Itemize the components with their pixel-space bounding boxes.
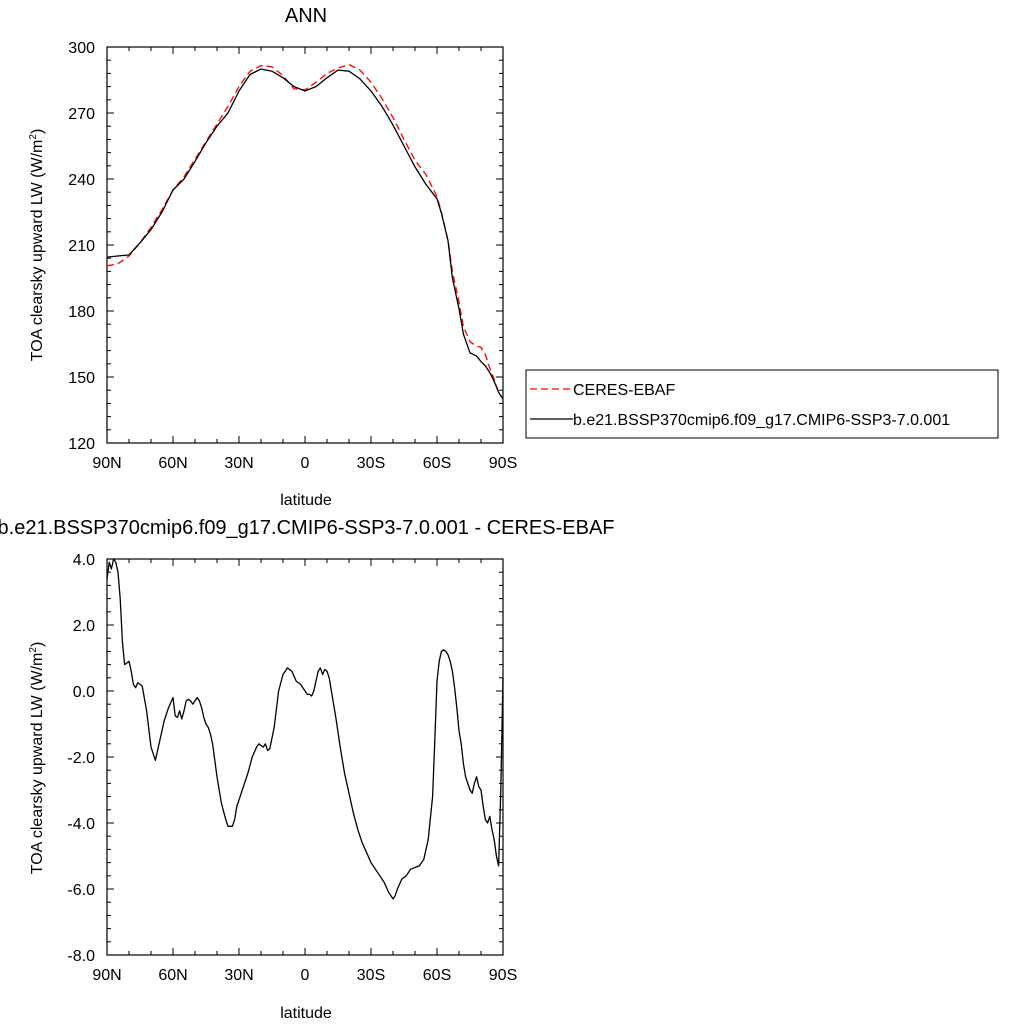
top-xtick-label: 90S <box>489 455 517 472</box>
top-x-axis-label: latitude <box>280 492 332 509</box>
bottom-xtick-label: 90S <box>489 967 517 984</box>
bottom-ytick-label: -6.0 <box>67 882 95 899</box>
legend-label-model: b.e21.BSSP370cmip6.f09_g17.CMIP6-SSP3-7.… <box>573 412 950 429</box>
top-xtick-label: 30N <box>224 455 253 472</box>
top-xtick-label: 90N <box>92 455 121 472</box>
top-ytick-label: 180 <box>68 304 95 321</box>
top-ytick-label: 150 <box>68 370 95 387</box>
top-y-axis-label-close: ) <box>29 129 46 134</box>
bottom-chart-title: b.e21.BSSP370cmip6.f09_g17.CMIP6-SSP3-7.… <box>0 517 614 539</box>
top-chart-title: ANN <box>285 5 327 27</box>
top-xtick-label: 60S <box>423 455 451 472</box>
top-y-axis-label-sup: 2 <box>28 134 39 140</box>
top-ytick-label: 120 <box>68 436 95 453</box>
top-panel: ANN 90N 60N 30N 0 30S 60S 90S 120 150 180 210 240 27… <box>28 5 517 509</box>
bottom-y-axis-label: TOA clearsky upward LW (W/m2) <box>28 642 46 875</box>
legend: CERES-EBAF b.e21.BSSP370cmip6.f09_g17.CM… <box>525 369 999 439</box>
top-series-line-model <box>106 68 504 400</box>
top-ytick-label: 300 <box>68 40 95 57</box>
bottom-xtick-label: 60S <box>423 967 451 984</box>
bottom-xtick-label: 60N <box>158 967 187 984</box>
top-ytick-label: 240 <box>68 172 95 189</box>
bottom-y-axis-label-sup: 2 <box>28 647 39 653</box>
bottom-y-axis-label-close: ) <box>29 642 46 647</box>
bottom-ytick-label: 4.0 <box>73 552 95 569</box>
bottom-series-line-difference <box>106 558 504 900</box>
top-xtick-label: 60N <box>158 455 187 472</box>
top-plot-frame <box>106 46 504 444</box>
bottom-x-axis-label: latitude <box>280 1005 332 1022</box>
top-ytick-label: 270 <box>68 106 95 123</box>
bottom-panel: b.e21.BSSP370cmip6.f09_g17.CMIP6-SSP3-7.… <box>0 517 614 1022</box>
bottom-ytick-label: -8.0 <box>67 948 95 965</box>
bottom-plot-frame <box>106 558 504 956</box>
bottom-plot-area: 90N 60N 30N 0 30S 60S 90S -8.0 -6.0 -4.0 -2.0 0.0 2.… <box>67 552 517 984</box>
bottom-xtick-label: 30S <box>357 967 385 984</box>
bottom-xtick-label: 30N <box>224 967 253 984</box>
bottom-xtick-label: 0 <box>301 967 310 984</box>
top-y-axis-label: TOA clearsky upward LW (W/m2) <box>28 129 46 362</box>
top-xtick-label: 0 <box>301 455 310 472</box>
bottom-ytick-label: 0.0 <box>73 684 95 701</box>
bottom-ytick-label: -4.0 <box>67 816 95 833</box>
top-series-line-ceres-ebaf <box>106 63 504 400</box>
bottom-ytick-label: 2.0 <box>73 618 95 635</box>
top-plot-area: 90N 60N 30N 0 30S 60S 90S 120 150 180 210 240 270 300 <box>68 40 517 472</box>
legend-box <box>525 369 999 439</box>
top-ytick-label: 210 <box>68 238 95 255</box>
bottom-xtick-label: 90N <box>92 967 121 984</box>
bottom-ytick-label: -2.0 <box>67 750 95 767</box>
legend-label-ceres-ebaf: CERES-EBAF <box>573 382 675 399</box>
top-xtick-label: 30S <box>357 455 385 472</box>
